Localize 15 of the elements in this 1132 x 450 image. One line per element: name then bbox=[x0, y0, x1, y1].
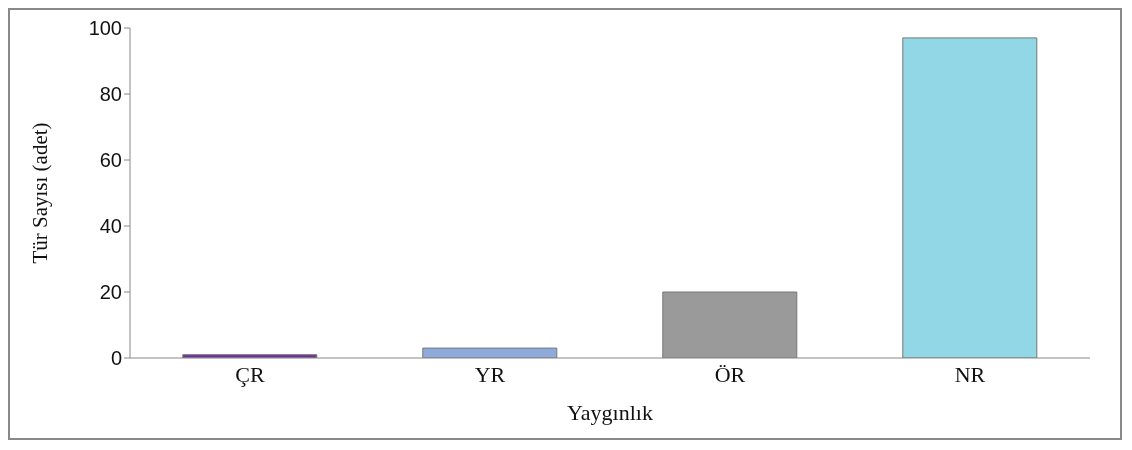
bar bbox=[422, 347, 558, 358]
x-tick-label: NR bbox=[954, 361, 986, 387]
bar bbox=[662, 291, 798, 358]
y-tick-label: 20 bbox=[99, 281, 122, 304]
x-tick-label: YR bbox=[474, 361, 506, 387]
y-tick-label: 0 bbox=[110, 347, 122, 370]
y-axis-title: Tür Sayısı (adet) bbox=[28, 122, 53, 264]
y-tick-label: 100 bbox=[88, 17, 122, 40]
x-tick-label: ÇR bbox=[235, 361, 265, 387]
y-tick-label: 40 bbox=[99, 215, 122, 238]
x-tick-label: ÖR bbox=[714, 361, 746, 387]
x-axis-title: Yaygınlık bbox=[567, 400, 653, 425]
bar bbox=[902, 37, 1038, 358]
y-tick-label: 60 bbox=[99, 149, 122, 172]
y-tick-label: 80 bbox=[99, 83, 122, 106]
